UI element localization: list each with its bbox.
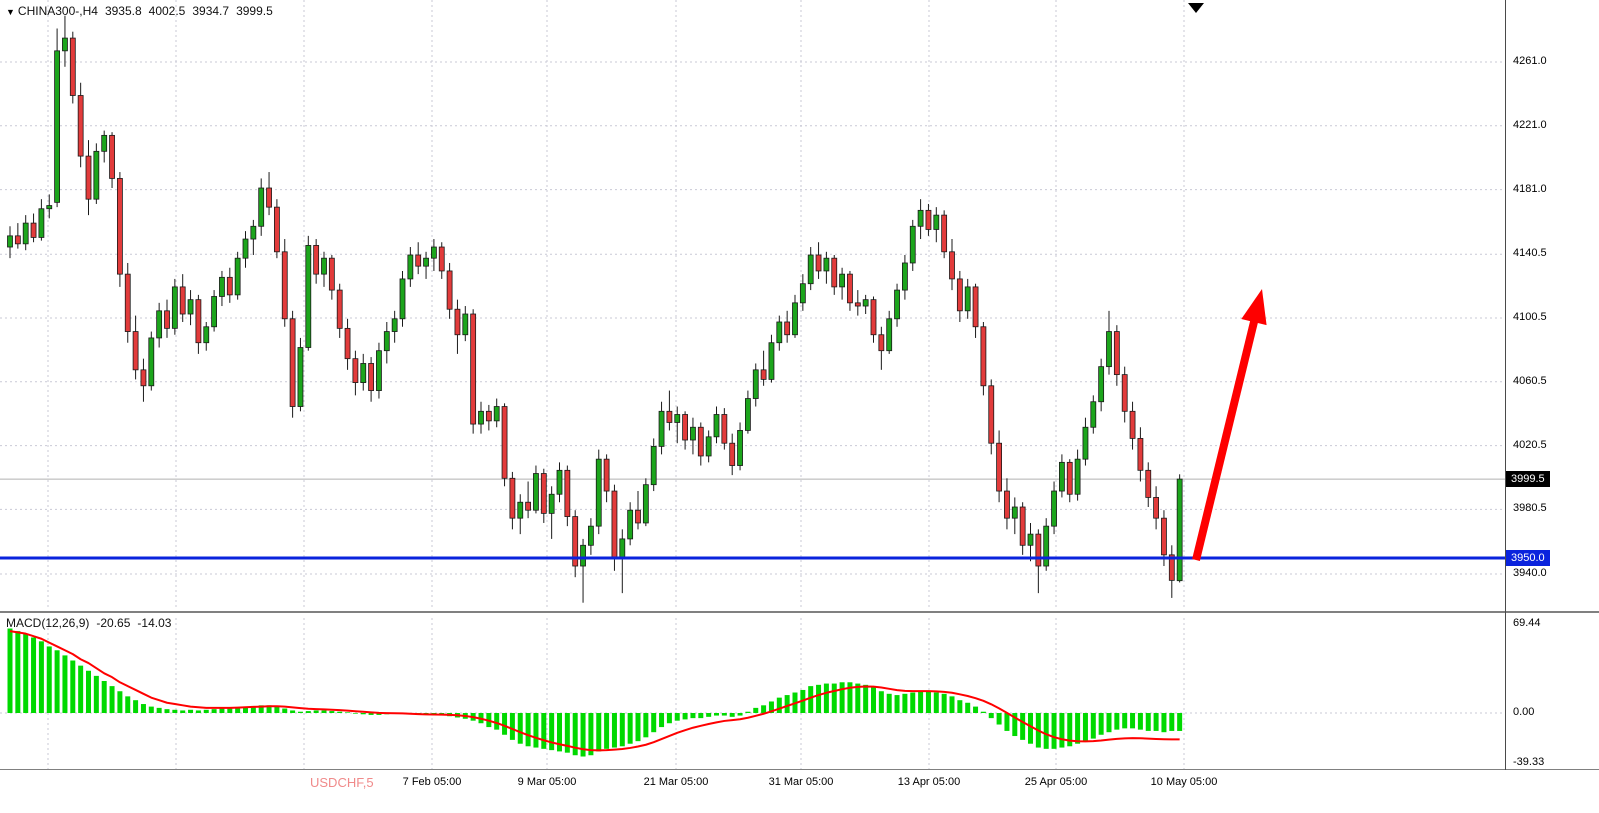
macd-histogram — [7, 628, 1183, 757]
axis-label: 0.00 — [1513, 706, 1535, 718]
ohlc-low: 3934.7 — [192, 4, 230, 18]
time-axis[interactable]: USDCHF,5 7 Feb 05:00 9 Mar 05:00 21 Mar 05… — [0, 770, 1599, 813]
time-axis-label: 31 Mar 05:00 — [768, 776, 834, 788]
axis-label: 4181.0 — [1513, 182, 1547, 195]
axis-label: 69.44 — [1513, 617, 1541, 630]
macd-main-value: -20.65 — [96, 616, 131, 630]
symbol-name: CHINA300-,H4 — [17, 4, 98, 18]
time-axis-label: 25 Apr 05:00 — [1024, 776, 1088, 788]
axis-label: 4100.5 — [1513, 310, 1547, 323]
symbol-watermark: USDCHF,5 — [310, 775, 374, 790]
axis-label: 3940.0 — [1513, 566, 1547, 579]
axis-label: 4140.5 — [1513, 247, 1547, 260]
symbol-info: ▼ CHINA300-,H4 3935.8 4002.5 3934.7 3999.5 — [6, 4, 273, 18]
axis-label: 4020.5 — [1513, 438, 1547, 451]
axis-label: 4060.5 — [1513, 374, 1547, 387]
axis-label: 3980.5 — [1513, 502, 1547, 515]
trend-arrow-annotation[interactable] — [1192, 289, 1267, 561]
chart-shift-marker-icon[interactable] — [1188, 3, 1204, 13]
hline-price-badge: 3950.0 — [1506, 550, 1550, 567]
macd-signal-value: -14.03 — [137, 616, 172, 630]
axis-label: 4261.0 — [1513, 55, 1547, 67]
time-axis-label: 13 Apr 05:00 — [897, 776, 961, 788]
candlesticks — [7, 15, 1183, 603]
macd-info: MACD(12,26,9) -20.65 -14.03 — [6, 616, 178, 630]
ohlc-close: 3999.5 — [236, 4, 273, 18]
grid — [0, 0, 1505, 769]
axis-label: 4221.0 — [1513, 118, 1547, 131]
ohlc-high: 4002.5 — [148, 4, 186, 18]
ohlc-open: 3935.8 — [104, 4, 142, 18]
time-axis-label: 10 May 05:00 — [1150, 776, 1218, 788]
axis-label: -39.33 — [1513, 756, 1545, 769]
time-axis-label: 7 Feb 05:00 — [402, 776, 462, 788]
time-axis-label: 9 Mar 05:00 — [517, 776, 577, 788]
time-axis-label: 21 Mar 05:00 — [643, 776, 709, 788]
macd-signal-line — [9, 630, 1180, 752]
macd-label: MACD(12,26,9) — [6, 616, 90, 630]
chart-dropdown-icon[interactable]: ▼ — [6, 7, 15, 17]
price-axis[interactable]: 4261.0 4221.0 4181.0 4140.5 4100.5 4060.5 4020… — [1505, 0, 1599, 770]
current-price-badge: 3999.5 — [1506, 471, 1550, 488]
